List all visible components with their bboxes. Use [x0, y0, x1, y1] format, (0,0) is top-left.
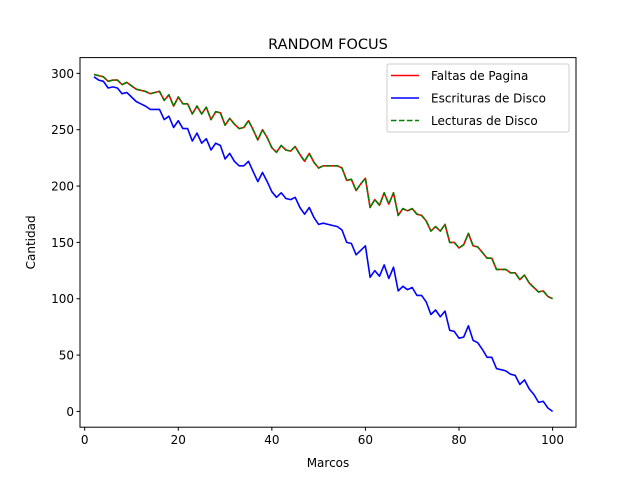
- x-tick-label: 100: [541, 433, 564, 447]
- y-axis-label: Cantidad: [24, 215, 38, 269]
- y-tick-label: 150: [51, 236, 74, 250]
- legend-box: [386, 63, 570, 133]
- series-line-1: [93, 76, 554, 413]
- y-tick-label: 0: [66, 405, 74, 419]
- legend-label: Lecturas de Disco: [431, 114, 538, 128]
- legend: Faltas de Pagina Escrituras de Disco Lectu…: [386, 63, 570, 133]
- x-tick-label: 40: [264, 433, 279, 447]
- chart-title: RANDOM FOCUS: [268, 37, 388, 53]
- x-tick-label: 0: [81, 433, 89, 447]
- legend-label: Escrituras de Disco: [431, 92, 546, 106]
- series-line-2: [93, 73, 553, 300]
- series-lines: [93, 73, 554, 413]
- y-tick-label: 250: [51, 123, 74, 137]
- y-tick-label: 100: [51, 292, 74, 306]
- y-tick-label: 50: [59, 349, 74, 363]
- x-tick-label: 80: [451, 433, 466, 447]
- legend-label: Faltas de Pagina: [431, 69, 528, 83]
- y-tick-label: 300: [51, 67, 74, 81]
- x-axis: 0 20 40 60 80 100: [81, 427, 564, 447]
- y-axis: 0 50 100 150 200 250 300: [51, 67, 80, 419]
- y-tick-label: 200: [51, 180, 74, 194]
- x-axis-label: Marcos: [307, 456, 350, 470]
- x-tick-label: 20: [171, 433, 186, 447]
- x-tick-label: 60: [358, 433, 373, 447]
